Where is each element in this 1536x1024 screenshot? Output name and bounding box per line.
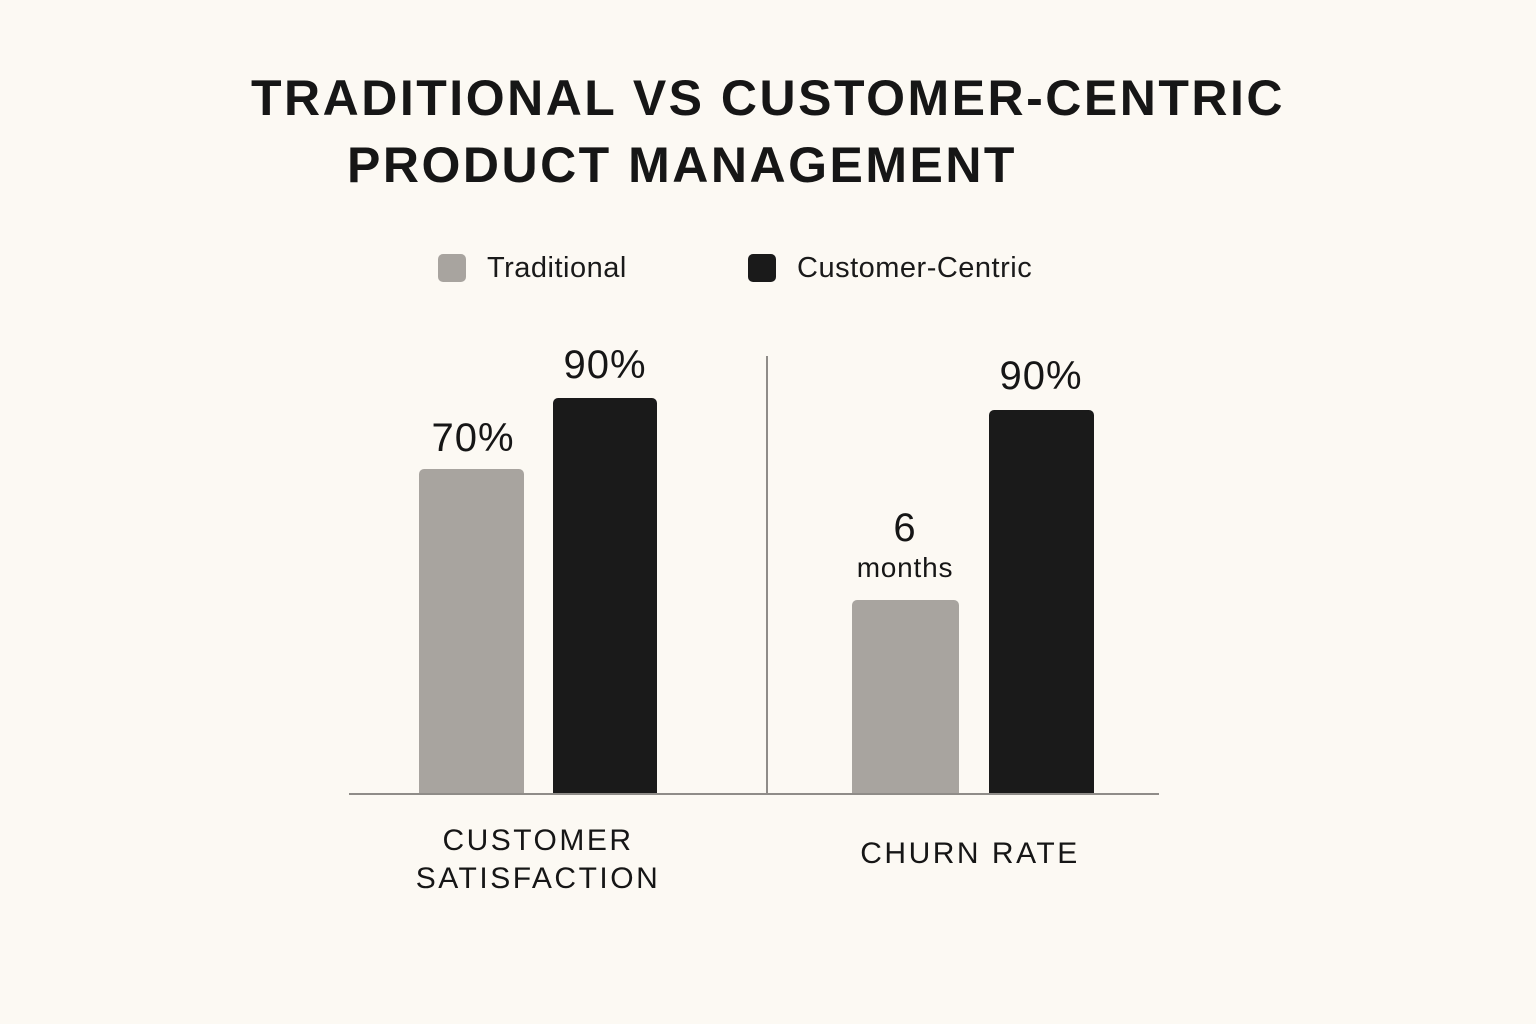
bar-customer-centric-customer-satisfaction bbox=[553, 398, 657, 794]
bar-value-label: 90% bbox=[563, 343, 647, 387]
bar-value-label: 70% bbox=[431, 416, 515, 460]
legend-label-customer-centric: Customer-Centric bbox=[797, 251, 1033, 284]
legend-label-traditional: Traditional bbox=[487, 251, 627, 284]
legend-swatch-customer-centric-icon bbox=[748, 254, 776, 282]
category-label-line: CHURN RATE bbox=[860, 837, 1080, 870]
legend-item-traditional: Traditional bbox=[438, 252, 627, 284]
legend-swatch-traditional-icon bbox=[438, 254, 466, 282]
bar-value-sublabel: months bbox=[856, 552, 954, 583]
category-label-line: SATISFACTION bbox=[415, 862, 661, 895]
chart-title-line-1: TRADITIONAL VS CUSTOMER-CENTRIC bbox=[251, 70, 1285, 126]
bar-value-label: 90% bbox=[999, 354, 1083, 398]
x-axis-baseline bbox=[349, 793, 1159, 795]
bar-traditional-churn-rate bbox=[852, 600, 959, 794]
chart-title-line-2: PRODUCT MANAGEMENT bbox=[347, 137, 1017, 193]
bar-customer-centric-churn-rate bbox=[989, 410, 1094, 794]
group-divider bbox=[766, 356, 768, 794]
category-label-line: CUSTOMER bbox=[442, 824, 634, 857]
legend-item-customer-centric: Customer-Centric bbox=[748, 252, 1032, 284]
bar-value-label: 6 bbox=[893, 506, 917, 550]
bar-traditional-customer-satisfaction bbox=[419, 469, 524, 794]
